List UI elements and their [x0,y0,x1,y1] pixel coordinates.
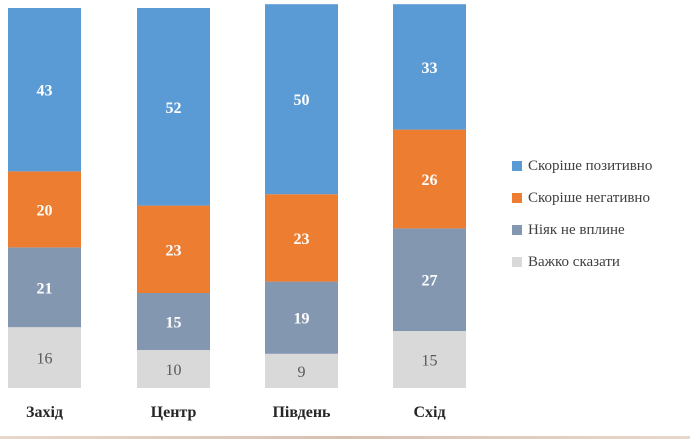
bar-segment-2-1 [265,281,338,354]
data-label-3-0: 15 [422,353,438,370]
bar-segment-0-0 [8,327,81,388]
data-label-3-1: 27 [422,273,438,290]
category-label-2: Південь [272,404,331,421]
data-label-0-0: 16 [37,351,53,368]
bar-segment-3-0 [393,331,466,388]
legend-item-2: Ніяк не вплине [512,214,652,246]
data-label-2-3: 50 [294,92,310,109]
data-label-3-3: 33 [422,60,438,77]
data-label-2-2: 23 [294,231,310,248]
data-label-1-3: 52 [166,100,182,117]
legend-label-2: Ніяк не вплине [528,221,625,238]
bar-segment-0-2 [8,171,81,248]
chart-legend: Скоріше позитивно Скоріше негативно Ніяк н… [512,150,652,278]
data-label-2-1: 19 [294,311,310,328]
bar-segment-1-1 [137,293,210,350]
legend-label-3: Важко сказати [528,253,620,270]
category-label-3: Схід [413,404,445,421]
legend-swatch-0 [512,161,522,171]
legend-item-3: Важко сказати [512,246,652,278]
bar-segment-2-3 [265,4,338,195]
bar-segment-3-1 [393,228,466,331]
legend-swatch-3 [512,257,522,267]
data-label-1-1: 15 [166,315,182,332]
data-label-0-1: 21 [37,280,53,297]
data-label-2-0: 9 [298,364,306,381]
legend-swatch-1 [512,193,522,203]
bar-segment-2-2 [265,194,338,282]
bar-segment-2-0 [265,353,338,388]
legend-swatch-2 [512,225,522,235]
bar-segment-1-3 [137,8,210,206]
legend-item-1: Скоріше негативно [512,182,652,214]
legend-item-0: Скоріше позитивно [512,150,652,182]
bottom-divider [0,436,690,439]
bar-segment-3-3 [393,4,466,130]
data-label-1-0: 10 [166,362,182,379]
bar-segment-1-0 [137,350,210,388]
data-label-0-2: 20 [37,202,53,219]
category-label-0: Захід [26,404,63,421]
bar-segment-0-1 [8,247,81,328]
legend-label-1: Скоріше негативно [528,189,650,206]
bar-segment-0-3 [8,8,81,172]
data-label-0-3: 43 [37,83,53,100]
data-label-1-2: 23 [166,242,182,259]
bar-segment-3-2 [393,129,466,229]
data-label-3-2: 26 [422,172,438,189]
category-label-1: Центр [151,404,197,421]
legend-label-0: Скоріше позитивно [528,157,653,174]
bar-segment-1-2 [137,205,210,293]
